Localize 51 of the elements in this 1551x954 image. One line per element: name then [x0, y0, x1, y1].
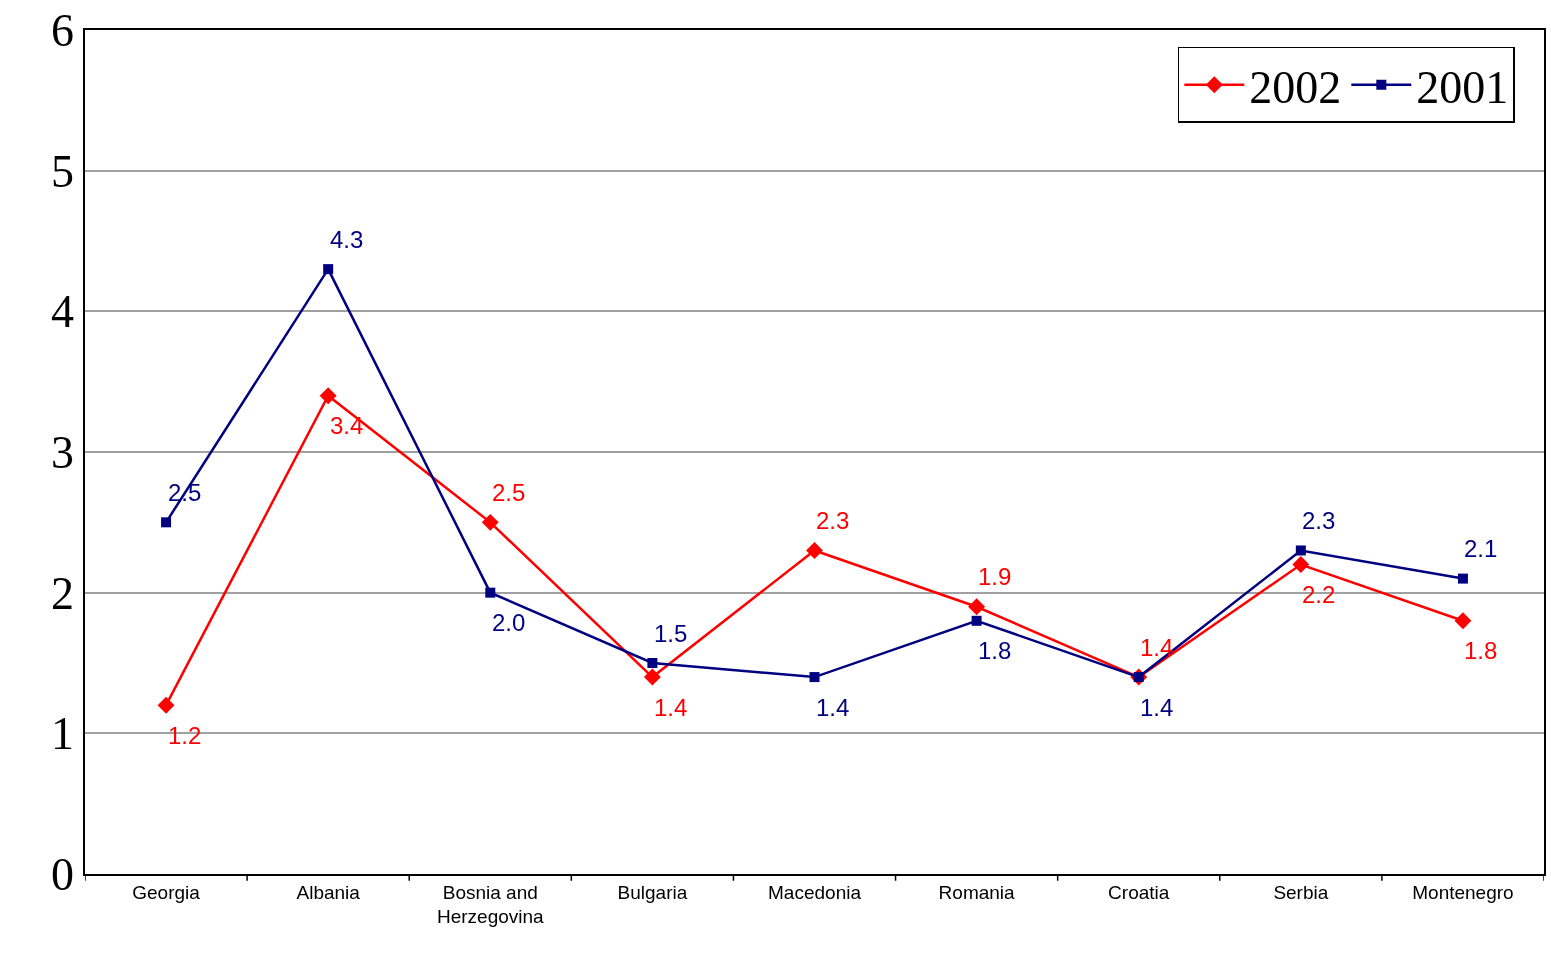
x-tick-label: Serbia	[1273, 881, 1329, 903]
point	[968, 598, 986, 616]
point	[485, 587, 496, 598]
legend-label: 2001	[1416, 61, 1509, 113]
data-label: 3.4	[330, 412, 364, 439]
point	[1457, 573, 1468, 584]
data-label: 1.8	[978, 637, 1012, 664]
point	[809, 672, 820, 683]
data-label: 1.5	[654, 620, 688, 647]
y-tick-label: 6	[51, 5, 75, 57]
x-tick-label: Bosnia and Herzegovina	[436, 881, 545, 928]
data-label: 2.5	[492, 479, 526, 506]
point	[319, 387, 337, 405]
y-tick-label: 5	[51, 145, 75, 197]
x-tick-label: Georgia	[132, 881, 201, 903]
data-label: 2.1	[1464, 535, 1498, 562]
point	[481, 513, 499, 531]
x-tick-label: Albania	[296, 881, 361, 903]
data-label: 2.0	[492, 609, 526, 636]
data-label: 1.4	[1140, 694, 1174, 721]
x-tick-label: Romania	[938, 881, 1016, 903]
x-tick-label: Macedonia	[768, 881, 862, 903]
point	[971, 615, 982, 626]
point	[643, 668, 661, 686]
data-label: 1.4	[1140, 634, 1174, 661]
data-label: 4.3	[330, 226, 364, 253]
x-tick-label: Montenegro	[1412, 881, 1514, 903]
legend-label: 2002	[1249, 61, 1342, 113]
data-label: 1.9	[978, 563, 1012, 590]
x-tick-label: Bulgaria	[617, 881, 688, 903]
y-tick-label: 3	[51, 427, 75, 479]
data-label: 2.3	[816, 507, 850, 534]
y-tick-label: 1	[51, 708, 75, 760]
point	[1292, 556, 1310, 573]
y-tick-label: 0	[51, 849, 75, 901]
x-tick-label: Croatia	[1108, 881, 1170, 903]
data-label: 1.2	[168, 722, 202, 749]
point	[806, 542, 823, 559]
point	[323, 264, 334, 275]
point	[1295, 545, 1306, 556]
data-label: 2.2	[1302, 581, 1336, 608]
data-label: 1.8	[1464, 637, 1498, 664]
data-label: 1.4	[654, 694, 688, 721]
point	[647, 658, 658, 668]
y-tick-label: 2	[51, 567, 75, 619]
point	[1454, 612, 1472, 630]
y-tick-label: 4	[51, 286, 75, 338]
data-label: 1.4	[816, 694, 850, 721]
point	[161, 517, 172, 528]
point	[157, 696, 175, 714]
data-label: 2.3	[1302, 507, 1336, 534]
